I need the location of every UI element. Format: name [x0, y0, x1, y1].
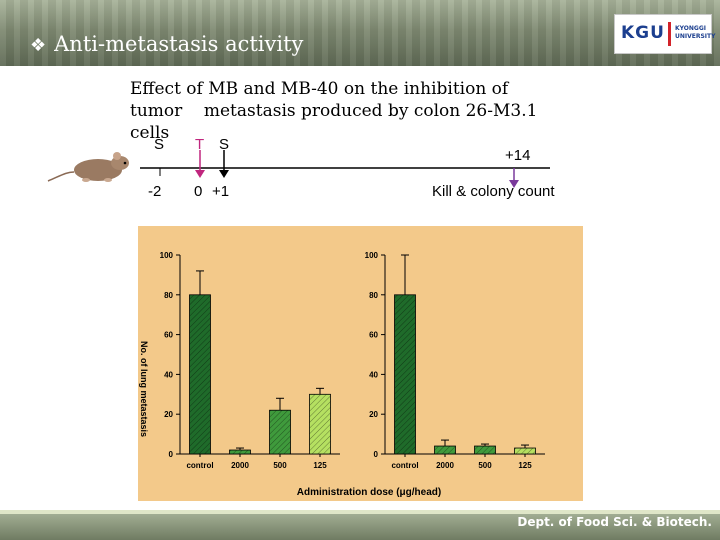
footer-bar: Dept. of Food Sci. & Biotech. [0, 510, 720, 540]
timeline-day-minus2: -2 [148, 183, 162, 200]
chart-right: 0 20 40 60 80 100 control 2000 500 125 [365, 251, 545, 470]
diamond-bullet-icon: ❖ [30, 35, 47, 56]
bar-hatch [394, 294, 416, 454]
bar-hatch [434, 446, 456, 454]
y-tick-label: 20 [164, 410, 173, 419]
y-tick-label: 80 [369, 291, 378, 300]
slide-title-text: Anti-metastasis activity [54, 32, 304, 56]
y-tick-label: 60 [369, 331, 378, 340]
x-tick-label: 125 [313, 461, 327, 470]
bar-hatch [229, 450, 251, 454]
logo-divider [668, 22, 671, 46]
bar-hatch [189, 294, 211, 454]
bar-hatch [269, 410, 291, 454]
timeline-day-plus1: +1 [212, 183, 230, 200]
timeline-marker-t: T [195, 136, 205, 153]
logo-name-line1: KYONGGI [675, 25, 706, 32]
chart-panel: 0 20 40 60 80 100 control 2000 500 125 0 20 40 60 80 1… [138, 226, 583, 501]
logo-name: KYONGGI UNIVERSITY [675, 25, 715, 41]
x-tick-label: 2000 [436, 461, 454, 470]
y-axis-label: No. of lung metastasis [139, 341, 149, 437]
y-tick-label: 20 [369, 410, 378, 419]
y-tick-label: 0 [169, 450, 174, 459]
y-tick-label: 60 [164, 331, 173, 340]
x-axis-label: Administration dose (μg/head) [297, 487, 441, 498]
x-tick-label: 125 [518, 461, 532, 470]
x-tick-label: 500 [478, 461, 492, 470]
header-bar: ❖ Anti-metastasis activity KGU KYONGGI UNI… [0, 0, 720, 66]
x-tick-label: 500 [273, 461, 287, 470]
timeline-day-14: +14 [505, 147, 531, 164]
header-texture [0, 0, 720, 66]
timeline-end-label: Kill & colony count [432, 183, 555, 200]
y-tick-label: 80 [164, 291, 173, 300]
slide-title: ❖ Anti-metastasis activity [30, 32, 303, 56]
y-tick-label: 40 [164, 370, 173, 379]
bar-charts: 0 20 40 60 80 100 control 2000 500 125 0 20 40 60 80 1… [139, 251, 545, 498]
bar-hatch [474, 446, 496, 454]
logo-text: KGU [621, 23, 665, 43]
bar-hatch [514, 448, 536, 454]
y-tick-label: 100 [160, 251, 174, 260]
y-tick-label: 40 [369, 370, 378, 379]
experiment-description: Effect of MB and MB-40 on the inhibition… [130, 79, 538, 143]
x-tick-label: control [186, 461, 213, 470]
timeline-day-0: 0 [194, 183, 203, 200]
y-tick-label: 100 [365, 251, 379, 260]
y-tick-label: 0 [374, 450, 379, 459]
chart-left: 0 20 40 60 80 100 control 2000 500 125 [160, 251, 340, 470]
mouse-icon [47, 152, 129, 182]
timeline-marker-s2: S [219, 136, 230, 153]
timeline-marker-s1: S [154, 136, 165, 153]
x-tick-label: 2000 [231, 461, 249, 470]
department-label: Dept. of Food Sci. & Biotech. [517, 515, 712, 529]
logo-name-line2: UNIVERSITY [675, 33, 716, 40]
university-logo: KGU KYONGGI UNIVERSITY [614, 14, 715, 54]
x-tick-label: control [391, 461, 418, 470]
footer-strip [0, 510, 720, 514]
bar-hatch [309, 394, 331, 454]
